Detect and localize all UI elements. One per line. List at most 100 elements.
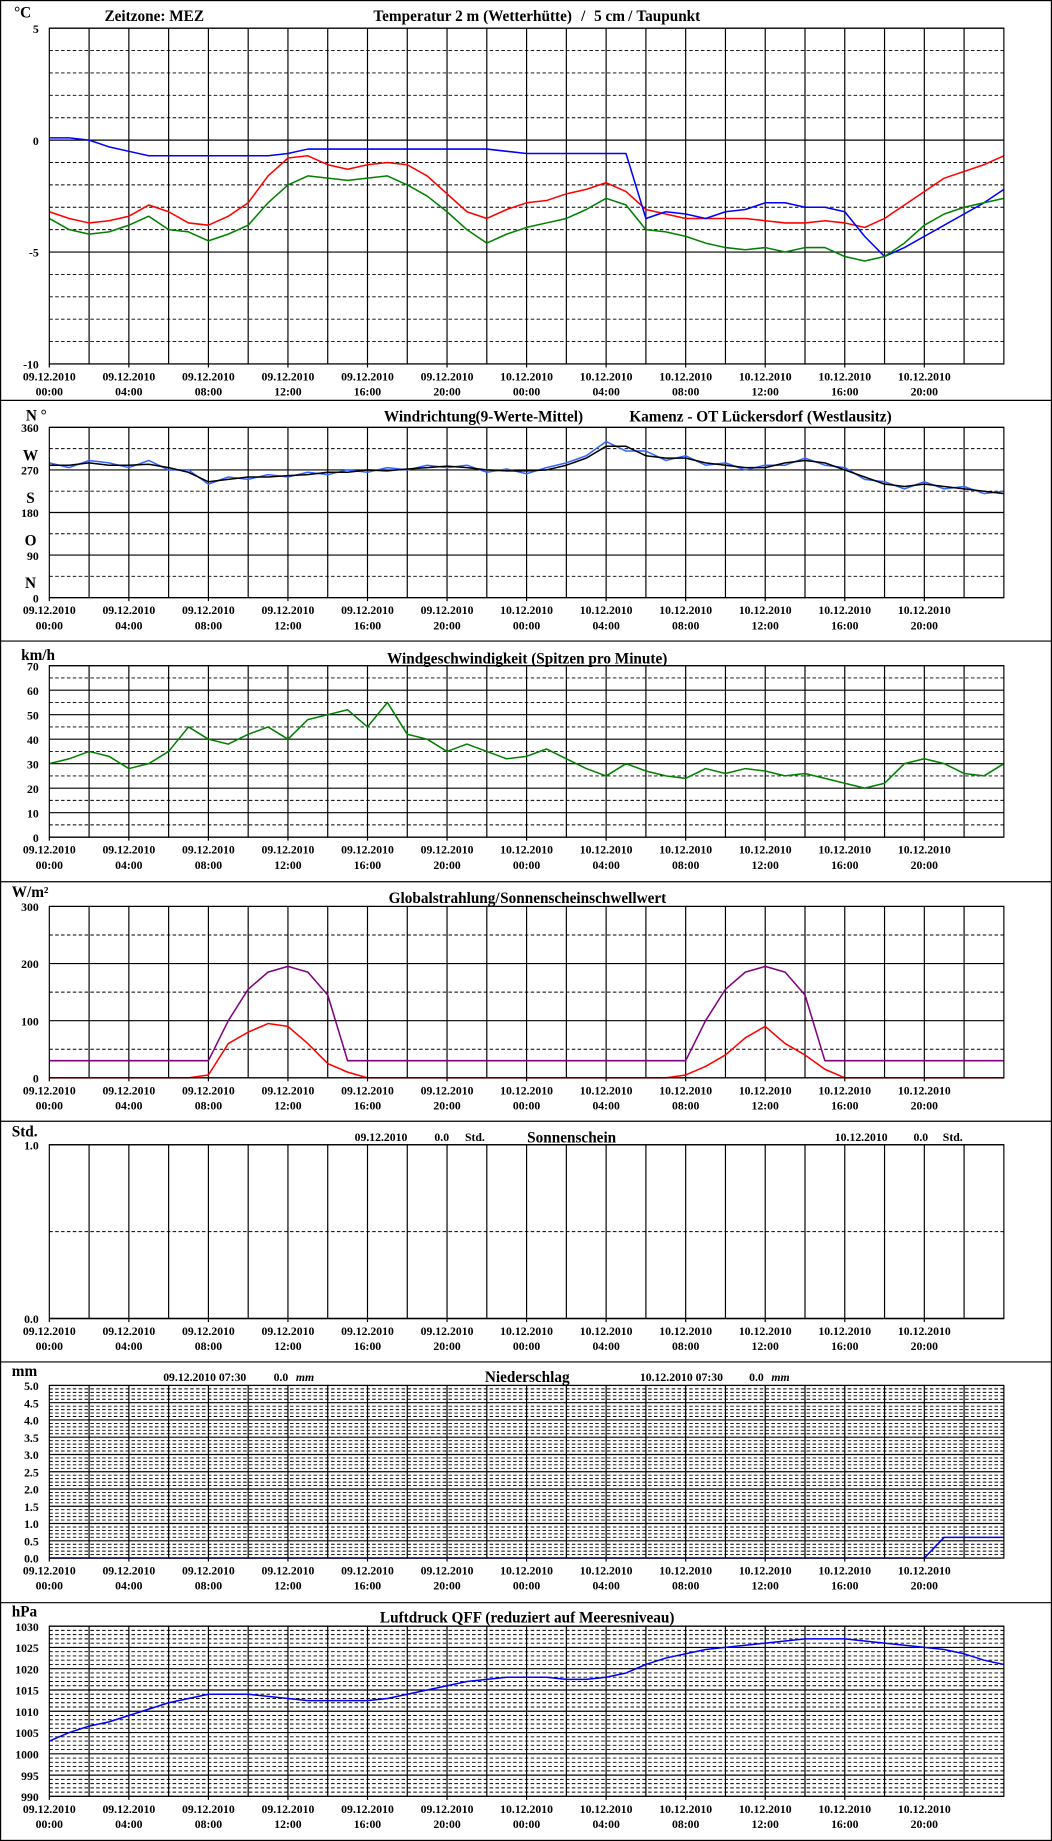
x-tick-label: 09.12.2010 bbox=[262, 370, 315, 383]
x-tick-label: 10.12.2010 bbox=[659, 1084, 712, 1097]
y-unit: hPa bbox=[12, 1604, 38, 1621]
annotation: mm bbox=[296, 1371, 314, 1384]
x-tick-label: 04:00 bbox=[592, 1580, 620, 1593]
direction-label: W bbox=[23, 448, 39, 465]
plot-border bbox=[48, 27, 1005, 365]
x-tick-label: 00:00 bbox=[36, 1818, 64, 1831]
y-unit: km/h bbox=[21, 647, 55, 664]
x-tick-label: 09.12.2010 bbox=[341, 370, 394, 383]
x-tick-label: 09.12.2010 bbox=[341, 1803, 394, 1816]
x-tick-label: 10.12.2010 bbox=[659, 370, 712, 383]
x-tick-label: 09.12.2010 bbox=[421, 1084, 474, 1097]
series-line bbox=[49, 155, 1005, 229]
y-tick-label: 4.5 bbox=[24, 1397, 39, 1410]
x-tick-label: 10.12.2010 bbox=[818, 844, 871, 857]
y-tick-label: -5 bbox=[29, 247, 39, 260]
y-tick-label: 360 bbox=[21, 422, 39, 435]
x-tick-label: 08:00 bbox=[195, 1580, 223, 1593]
series-line bbox=[49, 137, 1005, 258]
y-tick-label: 3.0 bbox=[24, 1449, 39, 1462]
x-tick-label: 00:00 bbox=[36, 619, 64, 632]
x-tick-label: 12:00 bbox=[752, 1100, 780, 1113]
annotation: / bbox=[580, 8, 586, 25]
y-tick-label: 1005 bbox=[15, 1727, 39, 1740]
x-tick-label: 10.12.2010 bbox=[500, 844, 553, 857]
x-tick-label: 08:00 bbox=[195, 1818, 223, 1831]
legend-entry: Sonnenscheinschwellwert bbox=[500, 890, 667, 907]
y-tick-label: 0 bbox=[33, 832, 39, 845]
x-tick-label: 10.12.2010 bbox=[580, 604, 633, 617]
x-tick-label: 20:00 bbox=[433, 386, 461, 399]
x-tick-label: 09.12.2010 bbox=[23, 604, 76, 617]
legend-entry: 5 cm bbox=[594, 8, 625, 25]
x-tick-label: 08:00 bbox=[672, 1100, 700, 1113]
x-tick-label: 20:00 bbox=[911, 859, 939, 872]
x-tick-label: 04:00 bbox=[115, 859, 143, 872]
x-tick-label: 00:00 bbox=[513, 386, 541, 399]
x-tick-label: 12:00 bbox=[274, 1580, 302, 1593]
plot-border bbox=[48, 905, 1005, 1079]
x-tick-label: 12:00 bbox=[752, 1580, 780, 1593]
x-tick-label: 09.12.2010 bbox=[102, 1803, 155, 1816]
x-tick-label: 04:00 bbox=[115, 386, 143, 399]
x-tick-label: 12:00 bbox=[274, 1818, 302, 1831]
y-tick-label: 40 bbox=[27, 734, 39, 747]
x-tick-label: 10.12.2010 bbox=[739, 1084, 792, 1097]
y-tick-label: 1015 bbox=[15, 1685, 39, 1698]
y-tick-label: 2.0 bbox=[24, 1484, 39, 1497]
legend-entry: Globalstrahlung/ bbox=[389, 890, 501, 907]
x-tick-label: 09.12.2010 bbox=[23, 1564, 76, 1577]
x-tick-label: 10.12.2010 bbox=[818, 1325, 871, 1338]
x-tick-label: 10.12.2010 bbox=[739, 844, 792, 857]
x-tick-label: 10.12.2010 bbox=[898, 604, 951, 617]
x-tick-label: 09.12.2010 bbox=[341, 604, 394, 617]
x-tick-label: 20:00 bbox=[433, 1818, 461, 1831]
x-tick-label: 09.12.2010 bbox=[421, 1564, 474, 1577]
x-tick-label: 04:00 bbox=[592, 619, 620, 632]
x-tick-label: 04:00 bbox=[592, 1340, 620, 1353]
x-tick-label: 20:00 bbox=[911, 619, 939, 632]
x-tick-label: 10.12.2010 bbox=[898, 1564, 951, 1577]
x-tick-label: 09.12.2010 bbox=[23, 1325, 76, 1338]
x-tick-label: 20:00 bbox=[433, 1580, 461, 1593]
y-tick-label: 270 bbox=[21, 465, 39, 478]
x-tick-label: 10.12.2010 bbox=[739, 604, 792, 617]
y-tick-label: 10 bbox=[27, 807, 39, 820]
x-tick-label: 10.12.2010 bbox=[818, 370, 871, 383]
x-tick-label: 16:00 bbox=[354, 859, 382, 872]
annotation: 10.12.2010 07:30 bbox=[640, 1371, 723, 1384]
x-tick-label: 09.12.2010 bbox=[182, 844, 235, 857]
x-tick-label: 04:00 bbox=[115, 1340, 143, 1353]
y-tick-label: 50 bbox=[27, 709, 39, 722]
x-tick-label: 09.12.2010 bbox=[102, 1325, 155, 1338]
x-tick-label: 16:00 bbox=[354, 1100, 382, 1113]
x-tick-label: 00:00 bbox=[513, 619, 541, 632]
x-tick-label: 12:00 bbox=[752, 859, 780, 872]
x-tick-label: 08:00 bbox=[195, 1340, 223, 1353]
x-tick-label: 10.12.2010 bbox=[580, 370, 633, 383]
y-tick-label: 3.5 bbox=[24, 1432, 39, 1445]
x-tick-label: 12:00 bbox=[274, 386, 302, 399]
y-tick-label: 70 bbox=[27, 660, 39, 673]
annotation: 0.0 bbox=[749, 1371, 764, 1384]
x-tick-label: 10.12.2010 bbox=[818, 604, 871, 617]
series-line bbox=[49, 1638, 1005, 1742]
x-tick-label: 08:00 bbox=[672, 1818, 700, 1831]
x-tick-label: 09.12.2010 bbox=[262, 1564, 315, 1577]
x-tick-label: 09.12.2010 bbox=[262, 1084, 315, 1097]
x-tick-label: 00:00 bbox=[513, 1580, 541, 1593]
x-tick-label: 16:00 bbox=[831, 1580, 859, 1593]
x-tick-label: 04:00 bbox=[592, 1818, 620, 1831]
y-tick-label: 1000 bbox=[15, 1749, 39, 1762]
y-tick-label: 20 bbox=[27, 783, 39, 796]
legend-entry: Taupunkt bbox=[636, 8, 701, 25]
x-tick-label: 10.12.2010 bbox=[500, 1325, 553, 1338]
x-tick-label: 16:00 bbox=[354, 619, 382, 632]
x-tick-label: 00:00 bbox=[513, 1818, 541, 1831]
x-tick-label: 20:00 bbox=[911, 1100, 939, 1113]
legend-entry: Temperatur 2 m (Wetterhütte) bbox=[373, 8, 572, 25]
y-tick-label: 90 bbox=[27, 550, 39, 563]
y-tick-label: 300 bbox=[21, 901, 39, 914]
x-tick-label: 00:00 bbox=[513, 859, 541, 872]
